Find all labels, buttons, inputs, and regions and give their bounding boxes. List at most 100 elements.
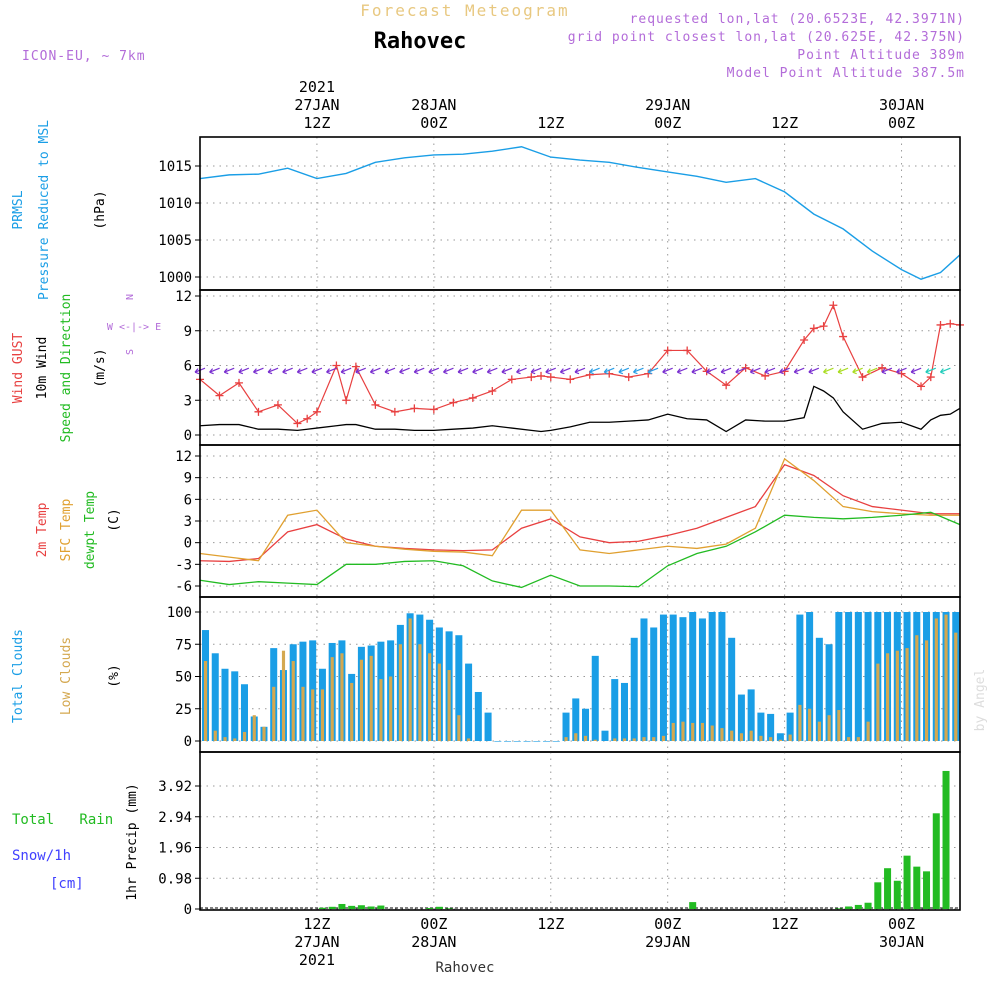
rain-bar	[435, 906, 443, 909]
y-tick-label: -6	[175, 579, 192, 595]
wind-direction-arrow	[691, 367, 703, 375]
total-cloud-bar	[221, 668, 229, 741]
t2m-line	[199, 463, 960, 563]
rain-bar	[874, 882, 882, 909]
low-cloud-bar	[359, 659, 364, 741]
panel-frame	[199, 444, 961, 598]
low-cloud-bar	[233, 738, 237, 741]
total-cloud-bar	[552, 741, 560, 742]
low-cloud-bar	[272, 686, 276, 741]
total-cloud-bar	[835, 612, 843, 741]
gust-marker	[722, 381, 731, 390]
wind-direction-arrow	[808, 367, 820, 375]
low-cloud-bar	[759, 735, 763, 741]
time-label: 28JAN	[411, 933, 456, 951]
pressure-unit: (hPa)	[93, 190, 108, 229]
compass-we: W <-|-> E	[107, 322, 161, 333]
rain-bar	[923, 871, 931, 909]
wind-direction-arrow	[267, 367, 279, 375]
time-label: 27JAN	[294, 933, 339, 951]
total-cloud-bar	[854, 612, 862, 741]
low-cloud-bar	[847, 737, 851, 741]
gust-marker	[926, 373, 935, 382]
rain-bar	[942, 770, 950, 909]
gust-marker	[449, 398, 458, 407]
precip-axis-label: 1hr Precip (mm)	[125, 783, 140, 900]
wind-direction-arrow	[925, 367, 936, 375]
low-cloud-bar	[749, 730, 753, 741]
low-cloud-bar	[954, 632, 958, 741]
low-cloud-bar	[817, 721, 821, 741]
wind-panel: 0 3 6 9 12	[175, 289, 964, 446]
time-label: 12Z	[537, 915, 564, 933]
low-cloud-bar	[408, 618, 412, 741]
rain-bar	[338, 903, 346, 909]
wind-direction-arrow	[399, 367, 410, 375]
footer-location: Rahovec	[435, 960, 494, 976]
time-label: 30JAN	[879, 933, 924, 951]
total-cloud-bar	[815, 637, 823, 741]
sfc-temp-line	[199, 457, 960, 562]
y-tick-label: 1.96	[158, 841, 192, 857]
gust-marker	[546, 373, 555, 382]
gust-marker	[878, 363, 887, 372]
wind-direction-arrow	[720, 367, 732, 375]
low-cloud-bar	[311, 689, 315, 741]
wind-labels: Wind GUST 10m Wind Speed and Direction (…	[11, 294, 161, 443]
rain-bar	[445, 908, 453, 909]
low-cloud-bar	[613, 738, 617, 741]
low-cloud-bar	[223, 737, 227, 741]
time-label: 29JAN	[645, 96, 690, 114]
gust-marker	[312, 407, 321, 416]
total-cloud-bar	[474, 691, 482, 741]
y-tick-label: 75	[175, 637, 192, 653]
low-cloud-bar	[389, 676, 393, 741]
low-cloud-bar	[710, 725, 714, 741]
gridpoint-coordinates: grid point closest lon,lat (20.625E, 42.…	[568, 30, 965, 45]
low-cloud-bar	[291, 661, 295, 741]
y-tick-label: 3.92	[158, 779, 192, 795]
time-label: 2021	[299, 78, 335, 96]
wind-direction-arrow	[793, 367, 805, 375]
y-tick-label: -3	[175, 557, 192, 573]
temp-labels: 2m Temp SFC Temp dewpt Temp (C)	[35, 491, 122, 569]
total-cloud-bar	[611, 679, 619, 741]
gust-label: Wind GUST	[11, 333, 26, 404]
total-cloud-bar	[767, 713, 775, 741]
wind-direction-arrow	[369, 367, 381, 375]
gust-marker	[537, 371, 546, 380]
total-cloud-bar	[796, 614, 804, 741]
y-tick-label: 3	[184, 393, 192, 409]
low-cloud-bar	[642, 737, 646, 741]
wind-direction-arrow	[486, 367, 498, 375]
wind-direction-arrow	[355, 367, 366, 375]
gust-marker	[215, 391, 224, 400]
gust-marker	[410, 404, 419, 413]
total-cloud-bar	[533, 741, 541, 742]
rain-bar	[913, 866, 921, 909]
gust-marker	[507, 375, 516, 384]
low-cloud-bar	[301, 686, 305, 741]
wind-unit: (m/s)	[93, 348, 108, 387]
y-tick-label: 9	[184, 471, 192, 487]
wind-direction-arrow	[749, 367, 761, 375]
gust-marker	[527, 373, 536, 382]
total-cloud-bar	[679, 617, 687, 741]
rain-bar	[367, 906, 375, 909]
time-label: 12Z	[771, 915, 798, 933]
wind-direction-arrow	[881, 367, 893, 375]
low-cloud-bar	[350, 682, 354, 741]
temperature-panel: -6 -3 0 3 6 9 12	[175, 444, 961, 598]
y-tick-label: 12	[175, 289, 192, 305]
total-cloud-bar	[650, 627, 658, 741]
low-cloud-bar	[379, 679, 383, 741]
low-cloud-bar	[798, 704, 802, 741]
gust-marker	[303, 414, 312, 423]
low-cloud-bar	[661, 735, 666, 741]
y-tick-label: 0	[184, 902, 192, 918]
chart-title: Forecast Meteogram	[360, 1, 569, 20]
requested-coordinates: requested lon,lat (20.6523E, 42.3971N)	[630, 12, 965, 27]
gust-marker	[936, 320, 945, 329]
wind-direction-arrow	[530, 367, 542, 375]
